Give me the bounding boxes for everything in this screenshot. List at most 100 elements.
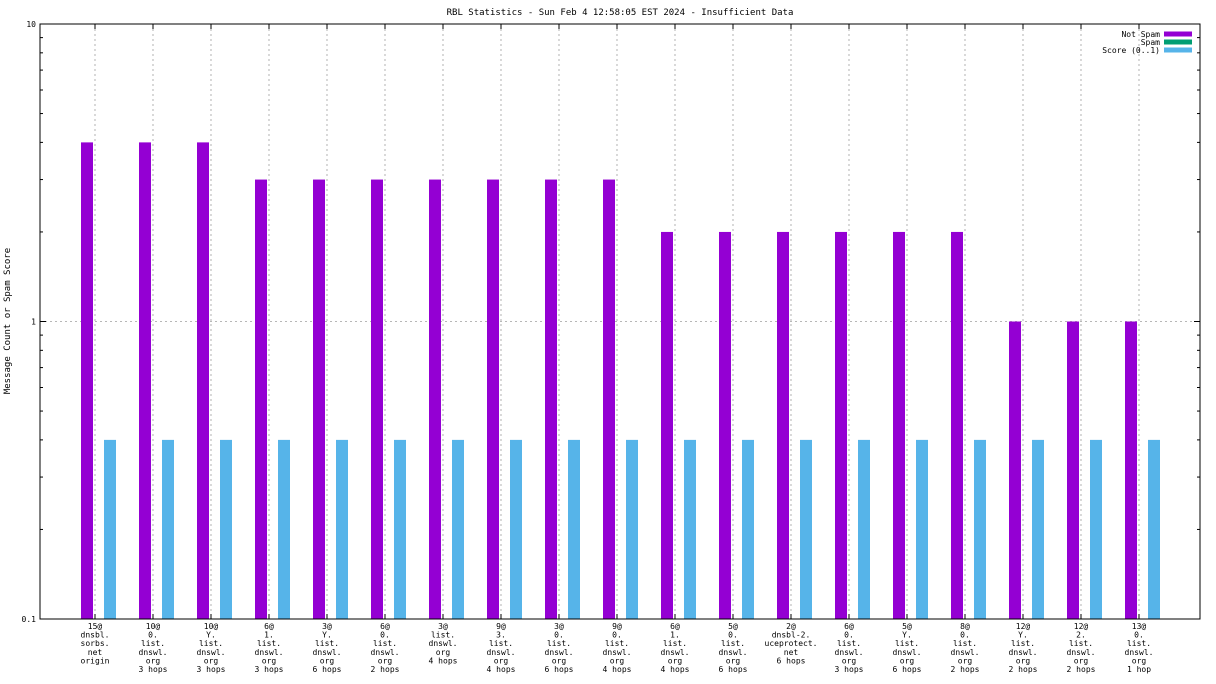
- x-tick-label-line: 3.: [496, 631, 506, 640]
- x-tick-label-line: 0.: [960, 631, 970, 640]
- x-tick-label-line: dnswl.: [255, 648, 284, 657]
- x-tick-label-line: 2 hops: [371, 665, 400, 674]
- y-tick-label: 1: [31, 318, 36, 327]
- bar-not-spam: [893, 231, 905, 619]
- x-tick-label: 3@ 0. list. dnswl. org 6 hops: [545, 622, 574, 674]
- bar-score-0-1: [1090, 439, 1102, 619]
- bar-not-spam: [139, 142, 151, 619]
- x-tick-label: 9@ 0. list. dnswl. org 4 hops: [603, 622, 632, 674]
- x-tick-label-line: 1 hop: [1127, 665, 1151, 674]
- x-tick-label-line: 0.: [554, 631, 564, 640]
- x-tick-label-line: org: [1074, 656, 1089, 665]
- bar-score-0-1: [336, 439, 348, 619]
- x-tick-label-line: dnswl.: [1009, 648, 1038, 657]
- y-tick-label: 10: [26, 20, 36, 29]
- axis-ticks: 0.1 1 10: [22, 20, 1200, 624]
- x-tick-label-line: list.: [837, 639, 861, 648]
- x-tick-label: 10@ 0. list. dnswl. org 3 hops: [139, 622, 168, 674]
- x-tick-label-line: 4 hops: [603, 665, 632, 674]
- x-tick-label-line: org: [146, 656, 161, 665]
- x-tick-label-line: 2.: [1076, 631, 1086, 640]
- x-tick-label-line: dnswl.: [719, 648, 748, 657]
- x-tick-label-line: 9@: [612, 622, 622, 631]
- x-tick-label-line: 3 hops: [255, 665, 284, 674]
- bar-score-0-1: [800, 439, 812, 619]
- bar-score-0-1: [1148, 439, 1160, 619]
- x-tick-label-line: dnswl.: [1125, 648, 1154, 657]
- legend-swatch: [1164, 39, 1192, 45]
- x-tick-label-line: Y.: [206, 631, 216, 640]
- bar-not-spam: [313, 179, 325, 619]
- x-tick-label: 9@ 3. list. dnswl. org 4 hops: [487, 622, 516, 674]
- bar-score-0-1: [394, 439, 406, 619]
- bar-score-0-1: [742, 439, 754, 619]
- x-tick-label: 2@ dnsbl-2. uceprotect. net 6 hops: [765, 622, 818, 665]
- x-tick-label: 6@ 0. list. dnswl. org 2 hops: [371, 622, 400, 674]
- x-tick-label-line: 0.: [728, 631, 738, 640]
- x-tick-label-line: org: [958, 656, 973, 665]
- x-tick-label-line: list.: [663, 639, 687, 648]
- x-tick-label-line: list.: [199, 639, 223, 648]
- x-tick-label-line: dnswl.: [545, 648, 574, 657]
- x-tick-label: 15@ dnsbl. sorbs. net origin: [81, 622, 110, 665]
- bar-score-0-1: [220, 439, 232, 619]
- x-tick-label-line: 6 hops: [893, 665, 922, 674]
- grid-lines: [40, 24, 1200, 619]
- x-tick-label: 6@ 1. list. dnswl. org 3 hops: [255, 622, 284, 674]
- bar-score-0-1: [684, 439, 696, 619]
- x-tick-label-line: 6@: [844, 622, 854, 631]
- bar-score-0-1: [568, 439, 580, 619]
- x-tick-label-line: Y.: [322, 631, 332, 640]
- legend-swatch: [1164, 31, 1192, 37]
- x-tick-label-line: list.: [1127, 639, 1151, 648]
- bar-score-0-1: [916, 439, 928, 619]
- bar-not-spam: [951, 231, 963, 619]
- x-tick-label-line: 3 hops: [835, 665, 864, 674]
- x-tick-label-line: org: [842, 656, 857, 665]
- x-tick-label-line: org: [610, 656, 625, 665]
- x-tick-label: 3@ Y. list. dnswl. org 6 hops: [313, 622, 342, 674]
- x-tick-label-line: 2 hops: [951, 665, 980, 674]
- x-tick-label-line: dnswl.: [1067, 648, 1096, 657]
- x-tick-label: 5@ 0. list. dnswl. org 6 hops: [719, 622, 748, 674]
- x-tick-label-line: org: [204, 656, 219, 665]
- x-tick-label-line: org: [900, 656, 915, 665]
- bar-not-spam: [835, 231, 847, 619]
- x-tick-label-line: dnswl.: [487, 648, 516, 657]
- bar-score-0-1: [104, 439, 116, 619]
- x-tick-label-line: dnswl.: [951, 648, 980, 657]
- bar-not-spam: [81, 142, 93, 619]
- x-tick-label-line: 3@: [322, 622, 332, 631]
- x-tick-label-line: 0.: [1134, 631, 1144, 640]
- x-tick-label-line: uceprotect.: [765, 639, 818, 648]
- bars: [81, 142, 1160, 619]
- x-tick-label: 12@ Y. list. dnswl. org 2 hops: [1009, 622, 1038, 674]
- x-tick-label-line: 3 hops: [197, 665, 226, 674]
- bar-not-spam: [719, 231, 731, 619]
- bar-score-0-1: [510, 439, 522, 619]
- x-tick-label-line: 6 hops: [719, 665, 748, 674]
- x-tick-label-line: 6@: [264, 622, 274, 631]
- x-tick-label-line: 3@: [438, 622, 448, 631]
- x-tick-label-line: 6 hops: [777, 656, 806, 665]
- bar-not-spam: [777, 231, 789, 619]
- x-tick-label-line: list.: [373, 639, 397, 648]
- x-tick-label-line: org: [552, 656, 567, 665]
- x-tick-label-line: dnswl.: [835, 648, 864, 657]
- x-tick-label-line: org: [494, 656, 509, 665]
- x-tick-label-line: 6@: [380, 622, 390, 631]
- bar-not-spam: [603, 179, 615, 619]
- x-tick-label-line: list.: [605, 639, 629, 648]
- x-tick-label-line: 3 hops: [139, 665, 168, 674]
- x-tick-label-line: 0.: [380, 631, 390, 640]
- x-tick-label-line: 13@: [1132, 622, 1147, 631]
- x-tick-label-line: list.: [1011, 639, 1035, 648]
- x-tick-label: 6@ 0. list. dnswl. org 3 hops: [835, 622, 864, 674]
- legend-label: Score (0..1): [1102, 46, 1160, 55]
- x-tick-label-line: sorbs.: [81, 639, 110, 648]
- x-tick-label-line: 12@: [1016, 622, 1031, 631]
- x-tick-label-line: 1.: [264, 631, 274, 640]
- x-tick-label-line: dnswl.: [603, 648, 632, 657]
- x-tick-label-line: 9@: [496, 622, 506, 631]
